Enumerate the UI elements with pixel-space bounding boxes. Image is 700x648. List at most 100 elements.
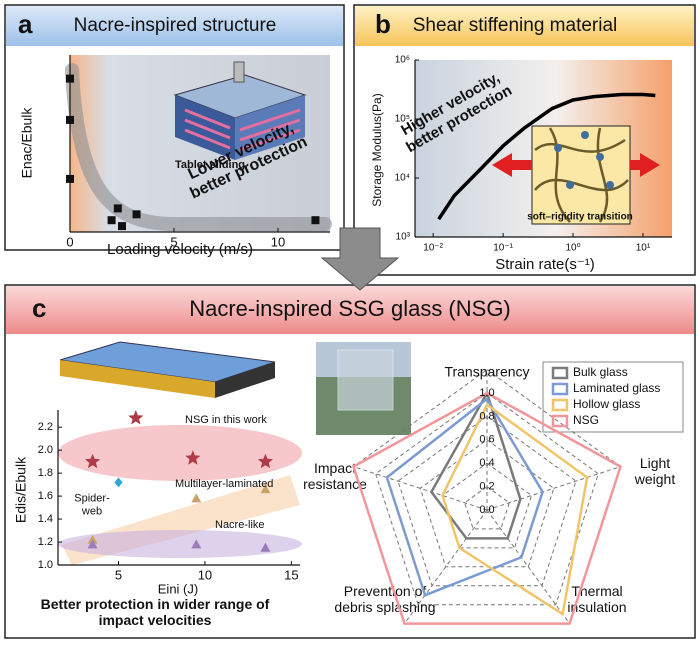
legend-swatch	[551, 414, 569, 428]
photo	[316, 342, 411, 435]
point	[191, 493, 202, 503]
region	[58, 425, 302, 481]
point	[132, 210, 141, 219]
point	[66, 74, 74, 83]
y-tick-label: 10⁵	[395, 114, 410, 125]
point	[66, 174, 74, 183]
y-axis-label: Edis/Ebulk	[13, 456, 29, 523]
panel-a-header	[6, 6, 343, 46]
legend-swatch	[551, 398, 569, 412]
x-tick-label: 10	[198, 567, 212, 582]
grid-line	[441, 462, 533, 549]
x-axis-label: Loading velocity (m/s)	[107, 241, 253, 258]
legend-label: Hollow glass	[573, 397, 640, 411]
point	[87, 539, 98, 549]
grid-line	[375, 392, 599, 606]
x-tick-label: 10⁰	[565, 243, 580, 254]
point	[107, 216, 116, 225]
x-tick-label: 10⁻¹	[493, 243, 513, 254]
y-tick-label: 2.0	[38, 444, 53, 456]
spoke	[486, 466, 621, 511]
point	[113, 204, 122, 213]
grid-line	[352, 368, 622, 625]
annotation: Tablet sliding	[175, 159, 245, 171]
y-tick-label: 10⁶	[395, 55, 410, 66]
x-tick-label: 10⁻²	[423, 243, 443, 254]
panel-title: Nacre-inspired structure	[74, 15, 277, 36]
panel-label: a	[18, 9, 33, 39]
x-tick-label: 5	[170, 234, 177, 249]
point	[114, 477, 123, 488]
flow-arrow	[320, 227, 400, 291]
x-tick-label: 10¹	[636, 243, 651, 254]
radar-series	[351, 391, 623, 625]
spoke	[404, 509, 488, 624]
category-label: Impact resistance	[303, 460, 367, 492]
x-axis-label: Eini (J)	[158, 581, 198, 596]
r-tick-label: 0.0	[479, 504, 494, 516]
spoke	[486, 509, 570, 624]
x-tick-label: 5	[115, 567, 122, 582]
point	[257, 453, 273, 469]
category-label: Transparency	[444, 364, 529, 380]
y-tick-label: 10⁴	[395, 173, 410, 184]
point	[191, 539, 202, 549]
x-tick-label: 10	[271, 234, 285, 249]
y-tick-label: 10³	[396, 232, 411, 243]
x-axis-label: Strain rate(s⁻¹)	[495, 256, 595, 273]
y-tick-label: 1.2	[38, 536, 53, 548]
category-label: Prevention of debris splashing	[334, 583, 435, 615]
panel-title: Nacre-inspired SSG glass (NSG)	[189, 296, 511, 321]
legend-label: NSG	[573, 413, 599, 427]
legend-swatch	[551, 382, 569, 396]
r-tick-label: 0.2	[479, 481, 494, 493]
series-label: Multilayer-laminated	[175, 478, 273, 490]
series-label: Spider-web	[74, 493, 110, 518]
point	[311, 216, 320, 225]
legend-swatch	[551, 366, 569, 380]
point	[87, 534, 98, 544]
panel-title: Shear stiffening material	[413, 15, 618, 36]
y-tick-label: 1.8	[38, 467, 53, 479]
r-tick-label: 0.8	[479, 410, 494, 422]
annotation: soft–rigidity transition	[527, 212, 633, 223]
network-illustration	[492, 125, 660, 225]
legend-label: Laminated glass	[573, 381, 660, 395]
point	[66, 115, 74, 124]
r-tick-label: 0.6	[479, 434, 494, 446]
grid-line	[397, 415, 577, 587]
radar-series	[429, 389, 522, 540]
x-tick-label: 15	[284, 567, 298, 582]
y-axis-label: Enac/Ebulk	[19, 107, 35, 179]
y-tick-label: 1.6	[38, 490, 53, 502]
panel-b-header	[355, 6, 694, 46]
radar-series	[385, 397, 544, 597]
x-tick-label: 0	[66, 234, 73, 249]
tablet-illustration	[173, 61, 307, 160]
caption: Better protection in wider range of impac…	[41, 596, 270, 628]
series-label: NSG in this work	[185, 414, 267, 426]
point	[128, 410, 144, 425]
y-tick-label: 1.0	[38, 559, 53, 571]
point	[185, 450, 201, 465]
category-label: Thermal insulation	[567, 583, 626, 615]
grid-line	[464, 485, 510, 530]
line	[437, 92, 656, 221]
legend-label: Bulk glass	[573, 365, 628, 379]
point	[85, 453, 101, 469]
y-tick-label: 2.2	[38, 421, 53, 433]
category-label: Light weight	[634, 455, 676, 487]
point	[118, 222, 126, 231]
panel-label: c	[32, 293, 46, 323]
panel-label: b	[375, 9, 391, 39]
panel-c-header	[6, 286, 694, 334]
point	[260, 542, 271, 552]
radar-series	[441, 402, 589, 617]
trend-band	[65, 63, 332, 231]
y-axis-label: Storage Modulus(Pa)	[370, 93, 384, 206]
region	[58, 530, 302, 558]
r-tick-label: 0.4	[479, 457, 494, 469]
y-tick-label: 1.4	[38, 513, 53, 525]
